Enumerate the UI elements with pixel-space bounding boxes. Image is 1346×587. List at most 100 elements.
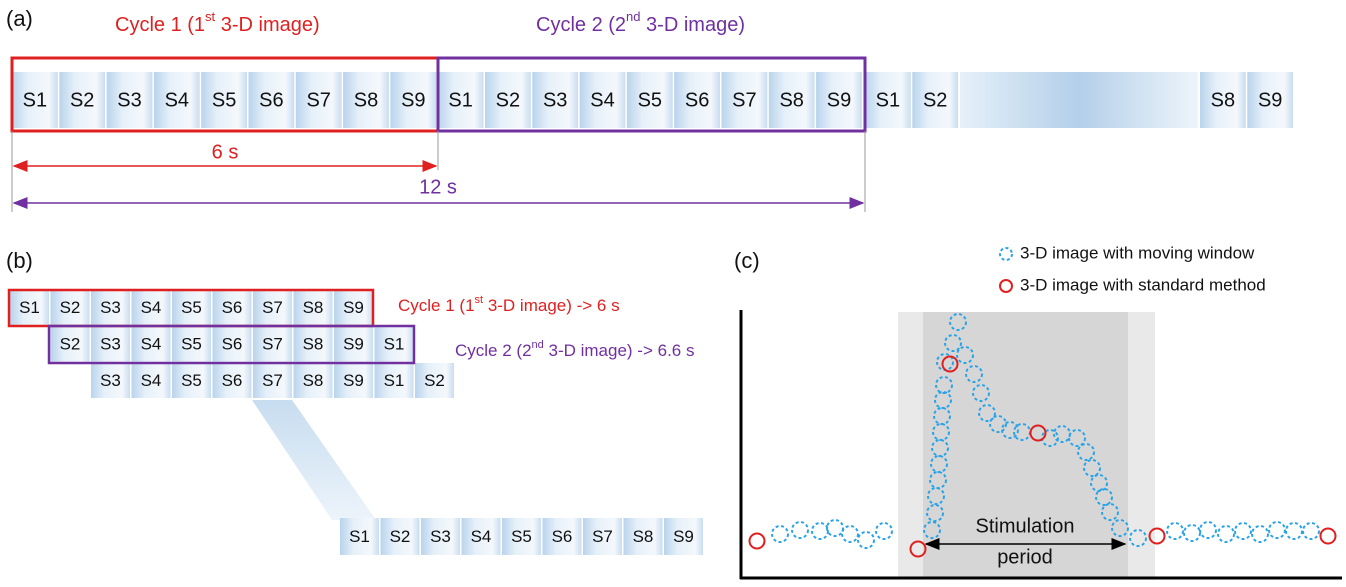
slot-label: S8 <box>303 371 324 390</box>
marker <box>930 455 948 473</box>
marker <box>989 415 1007 433</box>
marker <box>1319 527 1337 545</box>
slot-label: S2 <box>70 89 94 111</box>
slot-label: S2 <box>923 89 947 111</box>
slot-label: S8 <box>354 89 378 111</box>
slot-label: S5 <box>511 527 532 546</box>
slot <box>131 290 171 325</box>
marker <box>931 439 949 457</box>
slot <box>131 363 171 398</box>
legend-label: 3-D image with moving window <box>1020 243 1255 262</box>
annotation: period <box>997 546 1053 568</box>
text: st <box>475 294 484 306</box>
legend-marker <box>999 279 1013 293</box>
marker <box>1302 522 1320 540</box>
slot <box>390 72 437 128</box>
slot-label: S5 <box>638 89 662 111</box>
slot <box>583 518 622 555</box>
slot <box>502 518 541 555</box>
slot <box>153 72 200 128</box>
text: Cycle 2 (2 <box>536 14 626 36</box>
slot-label: S1 <box>384 371 405 390</box>
marker <box>1148 527 1166 545</box>
slot-label: S1 <box>448 89 472 111</box>
text: nd <box>532 339 544 351</box>
legend-label: 3-D image with standard method <box>1020 275 1266 294</box>
text: nd <box>626 9 640 24</box>
cycle-title: Cycle 1 (1st 3-D image) -> 6 s <box>398 294 620 316</box>
marker <box>1083 459 1101 477</box>
slot-label: S3 <box>430 527 451 546</box>
marker <box>933 407 951 425</box>
slot-label: S5 <box>181 371 202 390</box>
slot-label: S1 <box>876 89 900 111</box>
slot <box>172 326 211 362</box>
slot-label: S3 <box>100 371 121 390</box>
text: st <box>205 9 216 24</box>
marker <box>811 522 829 540</box>
slot <box>106 72 153 128</box>
marker <box>927 487 945 505</box>
slot <box>1200 72 1246 128</box>
slot <box>253 326 292 362</box>
marker <box>857 531 875 549</box>
slot <box>542 518 582 555</box>
marker <box>1217 525 1235 543</box>
slot-label: S6 <box>222 371 243 390</box>
slot <box>295 72 342 128</box>
annotation: Stimulation <box>976 515 1075 537</box>
slot-label: S9 <box>673 527 694 546</box>
slot-label: S7 <box>262 298 283 317</box>
slot-label: S2 <box>424 371 445 390</box>
slot <box>380 518 420 555</box>
slot-label: S9 <box>343 371 364 390</box>
slot <box>212 363 252 398</box>
text: 3-D image) -> 6.6 s <box>544 341 695 360</box>
slot-label: S8 <box>303 298 324 317</box>
slot-label: S3 <box>117 89 141 111</box>
slot <box>374 363 414 398</box>
slot <box>248 72 295 128</box>
slot-label: S6 <box>222 298 243 317</box>
slot <box>172 363 211 398</box>
marker <box>956 346 974 364</box>
slot <box>674 72 720 128</box>
slot <box>626 72 673 128</box>
slot <box>664 518 703 555</box>
slot-label: S2 <box>60 298 81 317</box>
slot-label: S9 <box>343 298 364 317</box>
slot-label: S2 <box>60 334 81 353</box>
slot-label: S4 <box>141 334 162 353</box>
marker <box>929 471 947 489</box>
marker <box>949 313 967 331</box>
slot-label: S7 <box>306 89 330 111</box>
slot-label: S4 <box>165 89 189 111</box>
slot-label: S7 <box>262 371 283 390</box>
marker <box>1183 524 1201 542</box>
marker <box>935 376 953 394</box>
text: 3-D image) <box>215 14 319 36</box>
slot <box>532 72 579 128</box>
slot-label: S8 <box>779 89 803 111</box>
slot <box>91 363 130 398</box>
slot <box>91 326 130 362</box>
slot <box>293 363 333 398</box>
slot <box>415 363 454 398</box>
slot <box>50 326 90 362</box>
marker <box>978 404 996 422</box>
slot-label: S9 <box>343 334 364 353</box>
slot-label: S4 <box>590 89 614 111</box>
slot <box>437 72 484 128</box>
marker <box>944 334 962 352</box>
slot <box>485 72 531 128</box>
marker <box>748 532 766 550</box>
slot <box>212 326 252 362</box>
slot-label: S6 <box>259 89 283 111</box>
marker <box>926 504 944 522</box>
slot <box>293 290 333 325</box>
beam <box>252 400 376 520</box>
slot <box>334 363 373 398</box>
fade <box>960 72 1198 128</box>
